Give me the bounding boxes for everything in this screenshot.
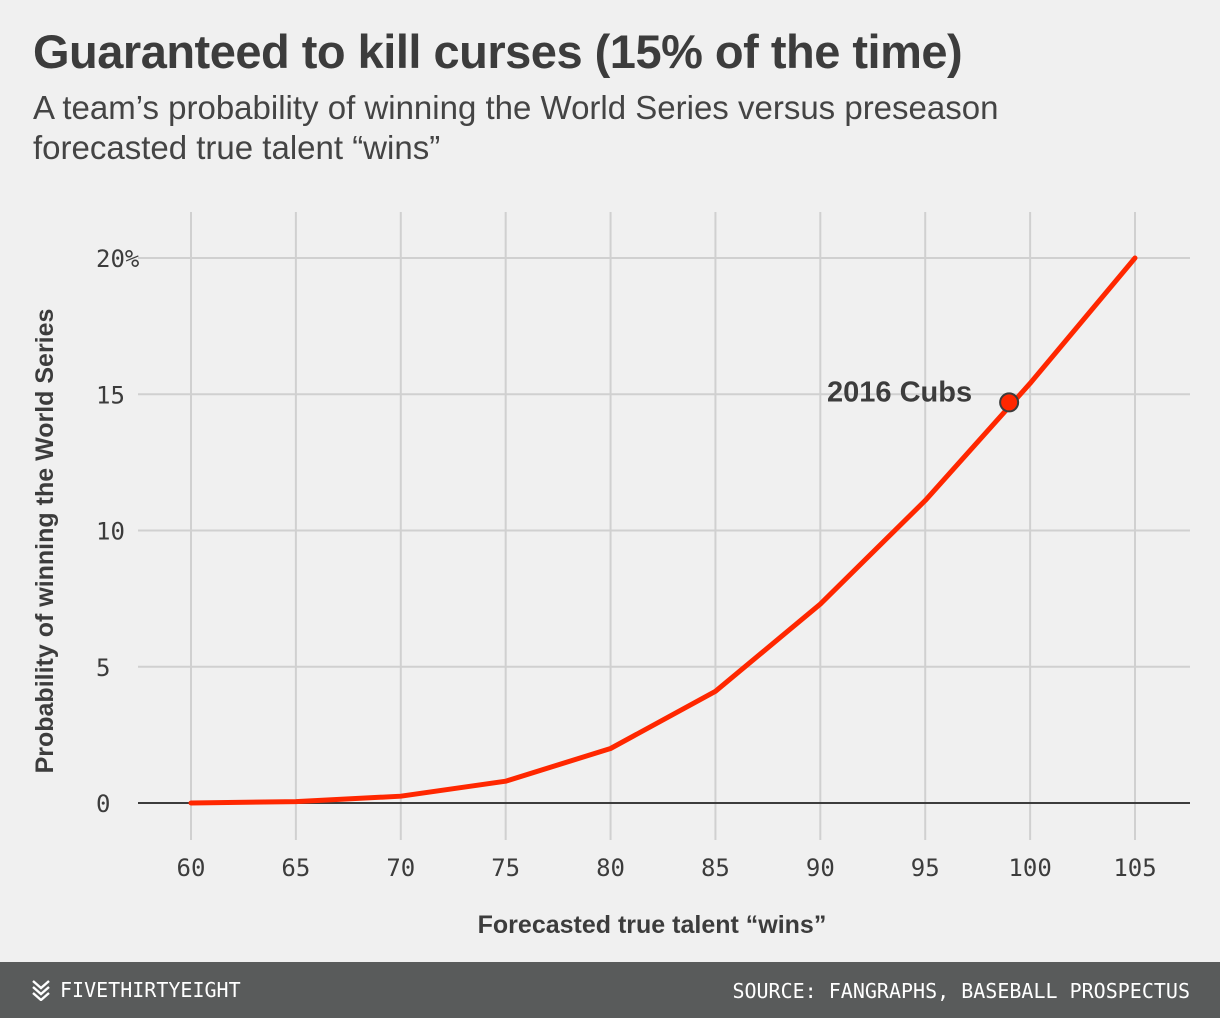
x-tick-105: 105 — [1113, 854, 1156, 882]
y-tick-10: 10 — [96, 518, 125, 546]
series-group — [188, 255, 1138, 806]
source-note: SOURCE: FANGRAPHS, BASEBALL PROSPECTUS — [732, 979, 1190, 1003]
x-tick-65: 65 — [281, 854, 310, 882]
x-tick-80: 80 — [596, 854, 625, 882]
x-tick-70: 70 — [386, 854, 415, 882]
y-tick-15: 15 — [96, 381, 125, 409]
x-tick-60: 60 — [177, 854, 206, 882]
y-tick-20: 20% — [96, 245, 140, 273]
chart-subtitle: A team’s probability of winning the Worl… — [33, 89, 999, 166]
footer-bar: FIVETHIRTYEIGHT SOURCE: FANGRAPHS, BASEB… — [0, 962, 1220, 1018]
annotations: 2016 Cubs — [827, 376, 1020, 413]
x-tick-90: 90 — [806, 854, 835, 882]
x-tick-75: 75 — [491, 854, 520, 882]
fivethirtyeight-logo-icon — [32, 980, 50, 1001]
brand: FIVETHIRTYEIGHT — [30, 978, 241, 1002]
y-tick-labels: 0 5 10 15 20% — [96, 245, 140, 818]
annotation-label-0: 2016 Cubs — [827, 376, 972, 408]
x-tick-labels: 60 65 70 75 80 85 90 95 100 105 — [177, 854, 1157, 882]
chart-title: Guaranteed to kill curses (15% of the ti… — [33, 25, 963, 78]
x-tick-85: 85 — [701, 854, 730, 882]
y-tick-0: 0 — [96, 790, 110, 818]
y-axis-label: Probability of winning the World Series — [31, 309, 59, 774]
x-axis-label: Forecasted true talent “wins” — [478, 911, 827, 939]
x-tick-100: 100 — [1008, 854, 1051, 882]
brand-name: FIVETHIRTYEIGHT — [60, 978, 241, 1002]
line-chart: 60 65 70 75 80 85 90 95 100 105 0 5 10 15 20% 2016 Cu… — [31, 212, 1190, 939]
x-tick-95: 95 — [911, 854, 940, 882]
annotation-point-0 — [999, 392, 1020, 413]
vertical-gridlines — [190, 212, 1136, 840]
series-line-0 — [188, 255, 1138, 806]
y-tick-5: 5 — [96, 654, 110, 682]
